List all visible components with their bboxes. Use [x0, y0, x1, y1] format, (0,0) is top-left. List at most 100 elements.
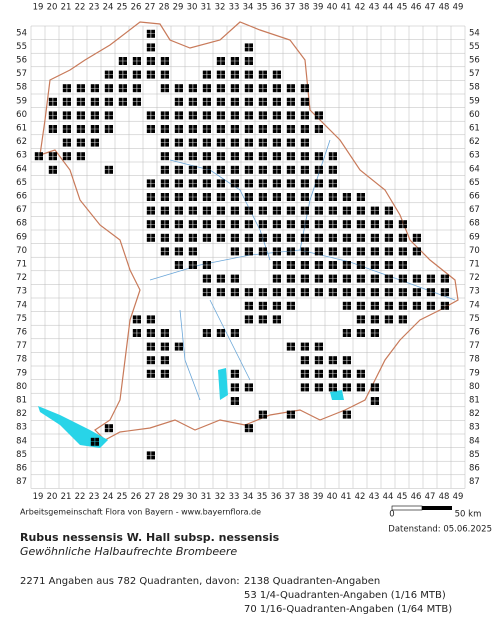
occurrence [174, 247, 179, 252]
occurrence [370, 387, 375, 392]
occurrence [174, 342, 179, 347]
occurrence [258, 129, 263, 133]
occurrence [277, 233, 281, 238]
occurrence [319, 179, 323, 184]
occurrence [305, 238, 309, 242]
row-label: 85 [469, 450, 480, 460]
occurrence [375, 247, 379, 252]
occurrence [291, 274, 295, 279]
occurrence [314, 387, 319, 392]
occurrence [361, 233, 365, 238]
occurrence [151, 369, 155, 374]
occurrence [300, 247, 305, 252]
occurrence [146, 342, 151, 347]
occurrence [202, 292, 207, 297]
occurrence [291, 142, 295, 147]
occurrence [230, 138, 235, 143]
occurrence [300, 288, 305, 292]
occurrence [244, 138, 249, 143]
occurrence [132, 57, 137, 61]
occurrence [389, 251, 393, 256]
column-label: 32 [215, 492, 226, 502]
occurrence [216, 333, 221, 337]
occurrence [48, 165, 53, 170]
occurrence [244, 57, 249, 61]
occurrence [347, 292, 351, 297]
occurrence [151, 74, 155, 79]
occurrence [67, 156, 71, 161]
occurrence [291, 152, 295, 156]
occurrence [361, 274, 365, 279]
occurrence [221, 329, 225, 333]
occurrence [146, 129, 151, 133]
occurrence [272, 115, 277, 120]
occurrence [244, 183, 249, 188]
occurrence [361, 220, 365, 224]
occurrence [272, 170, 277, 174]
occurrence [216, 129, 221, 133]
occurrence [305, 247, 309, 252]
occurrence [305, 206, 309, 211]
occurrence [286, 251, 291, 256]
occurrence [151, 451, 155, 456]
occurrence [277, 315, 281, 320]
occurrence [342, 369, 347, 374]
occurrence [319, 251, 323, 256]
occurrence [314, 342, 319, 347]
occurrence [249, 179, 253, 184]
occurrence [277, 210, 281, 215]
occurrence [62, 97, 67, 102]
occurrence [305, 125, 309, 129]
occurrence [347, 369, 351, 374]
occurrence [272, 193, 277, 197]
occurrence [305, 183, 309, 188]
occurrence [291, 224, 295, 229]
occurrence [356, 265, 361, 269]
occurrence [137, 102, 141, 106]
occurrence [258, 142, 263, 147]
occurrence [403, 251, 407, 256]
occurrence [221, 142, 225, 147]
occurrence [193, 210, 197, 215]
occurrence [361, 306, 365, 310]
occurrence [216, 102, 221, 106]
occurrence [230, 165, 235, 170]
occurrence [230, 206, 235, 211]
occurrence [272, 238, 277, 242]
occurrence [104, 74, 109, 79]
occurrence [48, 156, 53, 161]
occurrence [160, 220, 165, 224]
occurrence [221, 274, 225, 279]
occurrence [188, 138, 193, 143]
occurrence [300, 129, 305, 133]
occurrence [370, 220, 375, 224]
occurrence [174, 156, 179, 161]
occurrence [375, 274, 379, 279]
occurrence [174, 88, 179, 93]
occurrence [123, 74, 127, 79]
occurrence [160, 111, 165, 116]
occurrence [104, 102, 109, 106]
occurrence [221, 288, 225, 292]
occurrence [342, 333, 347, 337]
occurrence [356, 306, 361, 310]
occurrence [305, 374, 309, 378]
occurrence [207, 152, 211, 156]
occurrence [53, 97, 57, 102]
occurrence [151, 206, 155, 211]
occurrence [160, 238, 165, 242]
occurrence [230, 170, 235, 174]
occurrence [244, 179, 249, 184]
column-label: 24 [103, 3, 114, 13]
occurrence [291, 261, 295, 265]
occurrence [244, 319, 249, 324]
occurrence [291, 138, 295, 143]
occurrence [188, 247, 193, 252]
occurrence [207, 170, 211, 174]
occurrence [230, 152, 235, 156]
occurrence [235, 224, 239, 229]
occurrence [151, 220, 155, 224]
occurrence [263, 74, 267, 79]
occurrence [286, 306, 291, 310]
occurrence [165, 220, 169, 224]
